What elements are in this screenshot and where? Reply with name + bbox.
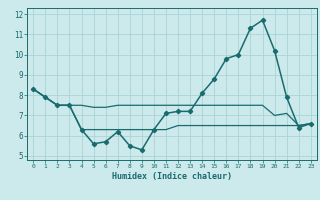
X-axis label: Humidex (Indice chaleur): Humidex (Indice chaleur) (112, 172, 232, 181)
